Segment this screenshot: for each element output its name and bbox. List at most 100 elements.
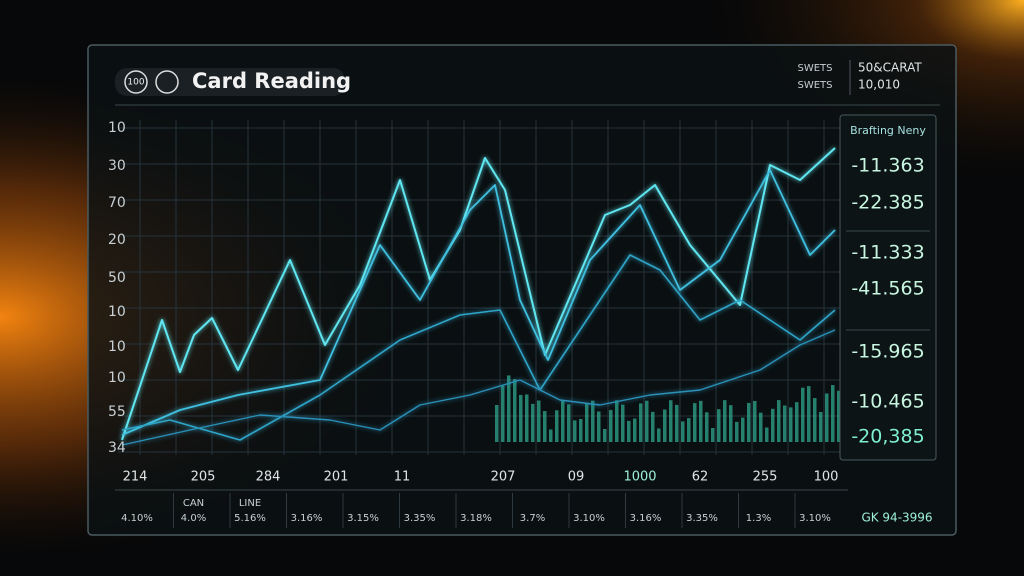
x-label: 205 [191,470,216,485]
table-value: 3.7% [520,513,545,524]
y-label: 55 [108,404,126,420]
bar-deco [759,412,763,442]
bar-deco [609,409,613,442]
bar-deco [567,404,571,442]
bar-deco [555,410,559,442]
legend-value: 10,010 [858,78,900,92]
bar-deco [495,405,499,442]
line-d [121,329,836,446]
side-value: -11.363 [851,155,924,177]
bar-deco [657,428,661,442]
bar-deco [735,421,739,442]
bar-deco [681,421,685,442]
bar-deco [777,400,781,442]
bar-deco [579,419,583,442]
table-value: 3.16% [630,513,662,524]
bar-deco [507,375,511,442]
y-label: 34 [108,440,126,456]
bar-deco [615,400,619,442]
bar-deco [741,417,745,442]
bar-deco [765,427,769,442]
title: Card Reading [192,69,351,93]
y-label: 70 [108,195,126,211]
side-value: -22.385 [851,192,924,214]
bar-deco [723,400,727,442]
table-value: 1.3% [746,513,771,524]
table-value: 3.10% [799,513,831,524]
bar-deco [627,420,631,442]
x-label: 09 [568,470,585,485]
x-label: 207 [491,470,516,485]
table-label: CAN [183,498,204,509]
table-value: 5.16% [234,513,266,524]
badge-text: 100 [127,78,144,88]
title-pill [115,68,345,96]
bar-deco [513,379,517,442]
bar-deco [813,398,817,442]
bar-deco [543,411,547,442]
x-label: 201 [324,470,349,485]
bar-deco [711,427,715,442]
bar-deco [669,400,673,442]
legend-label: SWETS [797,63,832,74]
table: 4.10% CAN 4.0% LINE 5.16% 3.16% 3.15% 3.35% 3.18… [121,493,831,528]
bar-deco [789,407,793,442]
bar-deco [633,418,637,442]
table-label: LINE [239,498,261,509]
y-label: 10 [108,370,126,386]
bar-deco [597,411,601,442]
table-value: 4.10% [121,513,153,524]
table-value: 3.10% [573,513,605,524]
line-b [121,169,836,436]
y-label: 10 [108,304,126,320]
bar-deco [699,400,703,442]
bar-deco [585,403,589,442]
x-label: 284 [256,470,281,485]
table-value: 3.35% [686,513,718,524]
bar-deco [687,418,691,442]
bar-deco [807,386,811,442]
side-panel [839,114,937,461]
bar-field [495,375,841,442]
legend-value: 50&CARAT [858,61,922,75]
bar-deco [621,404,625,442]
table-value: 3.15% [347,513,379,524]
panel [87,44,957,536]
y-label: 10 [108,339,126,355]
legend-label: SWETS [797,80,832,91]
table-value: 4.0% [181,513,206,524]
bar-deco [795,402,799,442]
bar-deco [693,403,697,442]
bar-deco [783,405,787,442]
bar-deco [675,404,679,442]
bar-deco [645,400,649,442]
lines [121,147,836,446]
table-footer: GK 94-3996 [861,511,932,525]
labels: 10 30 70 20 50 10 10 10 55 34 214 205 284 201 11 207 09 1… [108,120,838,485]
bar-deco [561,400,565,442]
bar-deco [837,390,841,442]
x-label: 1000 [623,470,656,485]
bar-deco [549,429,553,442]
bar-deco [573,420,577,442]
bar-deco [603,428,607,442]
y-label: 50 [108,270,126,286]
bar-deco [831,385,835,442]
bar-deco [729,405,733,442]
bar-deco [525,394,529,442]
side-value: -11.333 [851,242,924,264]
bar-deco [801,387,805,442]
bar-deco [771,408,775,442]
bar-deco [531,403,535,442]
bar-deco [501,385,505,442]
x-label: 62 [692,470,709,485]
y-label: 20 [108,232,126,248]
y-label: 10 [108,120,126,136]
y-label: 30 [108,158,126,174]
side-value: -20,385 [851,426,924,448]
icon-circle [155,70,179,94]
side-value: -15.965 [851,341,924,363]
bar-deco [537,400,541,442]
x-label: 100 [814,470,839,485]
side-title: Brafting Neny [850,124,926,137]
